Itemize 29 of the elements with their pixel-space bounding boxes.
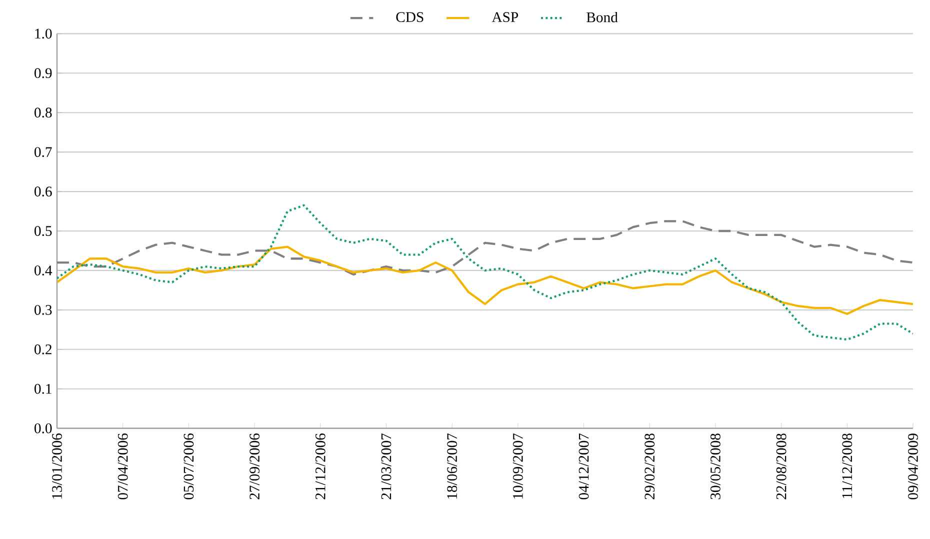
legend-label: Bond bbox=[586, 12, 618, 22]
y-tick-label: 0.1 bbox=[34, 384, 52, 394]
x-tick-label: 22/08/2008 bbox=[776, 434, 786, 500]
y-tick-label: 0.5 bbox=[34, 226, 52, 236]
x-tick-label: 09/04/2009 bbox=[908, 434, 918, 500]
x-tick-label: 05/07/2006 bbox=[184, 433, 194, 500]
y-tick-label: 0.8 bbox=[34, 108, 52, 118]
legend-label: CDS bbox=[396, 12, 424, 22]
y-tick-label: 0.4 bbox=[34, 265, 52, 276]
x-tick-label: 21/03/2007 bbox=[381, 433, 392, 500]
y-tick-label: 0.6 bbox=[34, 186, 52, 197]
x-tick-label: 21/12/2006 bbox=[315, 433, 326, 500]
y-tick-label: 0.0 bbox=[34, 423, 52, 434]
x-tick-label: 10/09/2007 bbox=[512, 433, 523, 499]
x-tick-label: 04/12/2007 bbox=[578, 433, 589, 500]
y-tick-label: 0.9 bbox=[34, 68, 52, 78]
x-tick-label: 13/01/2006 bbox=[52, 433, 62, 499]
y-tick-label: 1.0 bbox=[35, 28, 52, 39]
y-tick-label: 0.2 bbox=[34, 344, 52, 354]
y-tick-label: 0.7 bbox=[34, 147, 52, 158]
x-tick-label: 29/02/2008 bbox=[644, 434, 655, 500]
x-tick-label: 27/09/2006 bbox=[250, 433, 260, 500]
x-tick-label: 30/05/2008 bbox=[710, 434, 720, 500]
legend-label: ASP bbox=[492, 12, 518, 22]
y-tick-label: 0.3 bbox=[34, 304, 52, 315]
x-tick-label: 07/04/2006 bbox=[118, 433, 128, 500]
x-tick-label: 18/06/2007 bbox=[447, 433, 458, 499]
x-tick-label: 11/12/2008 bbox=[842, 434, 852, 498]
line-series bbox=[57, 246, 914, 315]
